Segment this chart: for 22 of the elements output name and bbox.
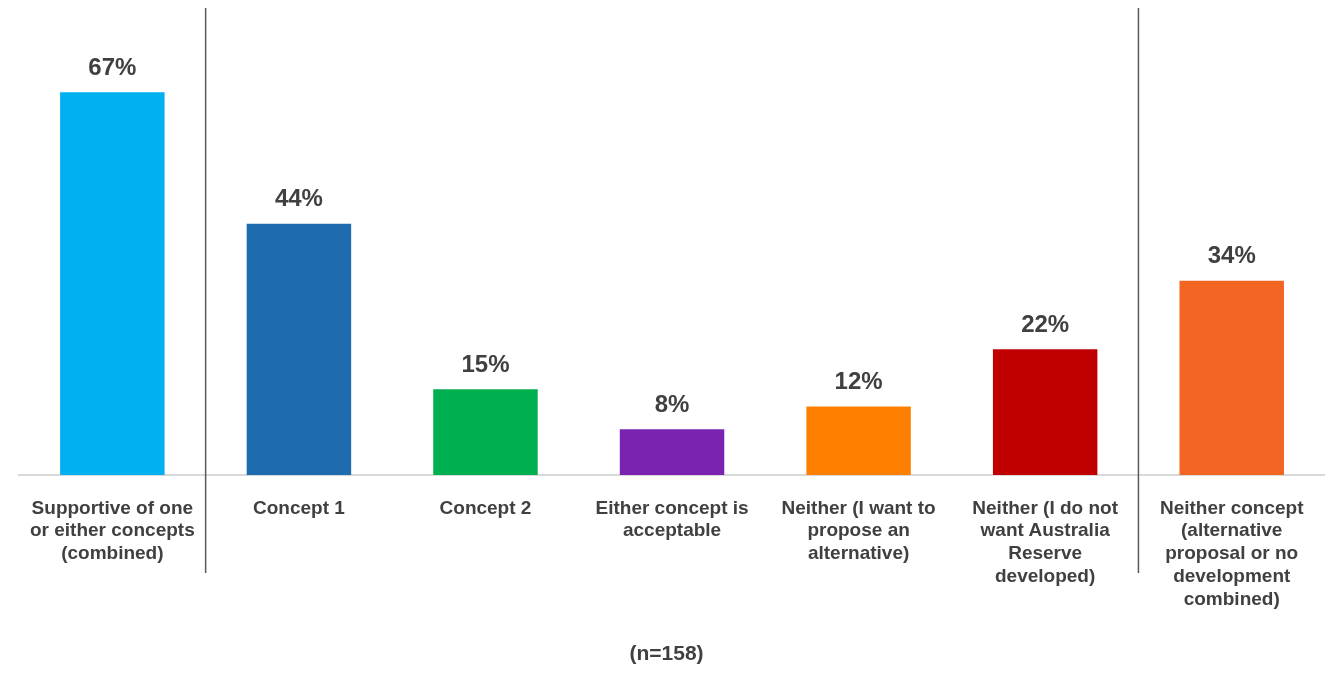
x-tick-label: Concept 2 — [439, 496, 532, 518]
data-label: 8% — [654, 389, 690, 417]
bar — [246, 223, 352, 475]
data-label: 15% — [461, 349, 510, 377]
data-label: 67% — [88, 52, 137, 80]
x-tick-label: Neither (I do not want Australia Reserve developed) — [972, 496, 1119, 587]
bar — [806, 406, 911, 475]
bar — [60, 92, 165, 475]
data-label: 34% — [1207, 241, 1256, 269]
data-label: 44% — [274, 184, 323, 212]
bar — [1179, 280, 1284, 475]
x-tick-label: Either concept is acceptable — [595, 496, 749, 541]
text: (n=158) — [628, 641, 705, 665]
x-tick-label: Supportive of one or either concepts (combined) — [30, 496, 195, 564]
bar — [992, 349, 1098, 475]
x-tick-label: Neither concept (alternative proposal or no development combined) — [1159, 496, 1305, 609]
data-label: 12% — [834, 367, 883, 395]
data-label: 22% — [1021, 309, 1070, 337]
x-tick-label: Neither (I want to propose an alternative) — [781, 496, 936, 564]
bar — [619, 429, 725, 475]
x-tick-label: Concept 1 — [252, 496, 346, 518]
bar — [433, 389, 538, 475]
